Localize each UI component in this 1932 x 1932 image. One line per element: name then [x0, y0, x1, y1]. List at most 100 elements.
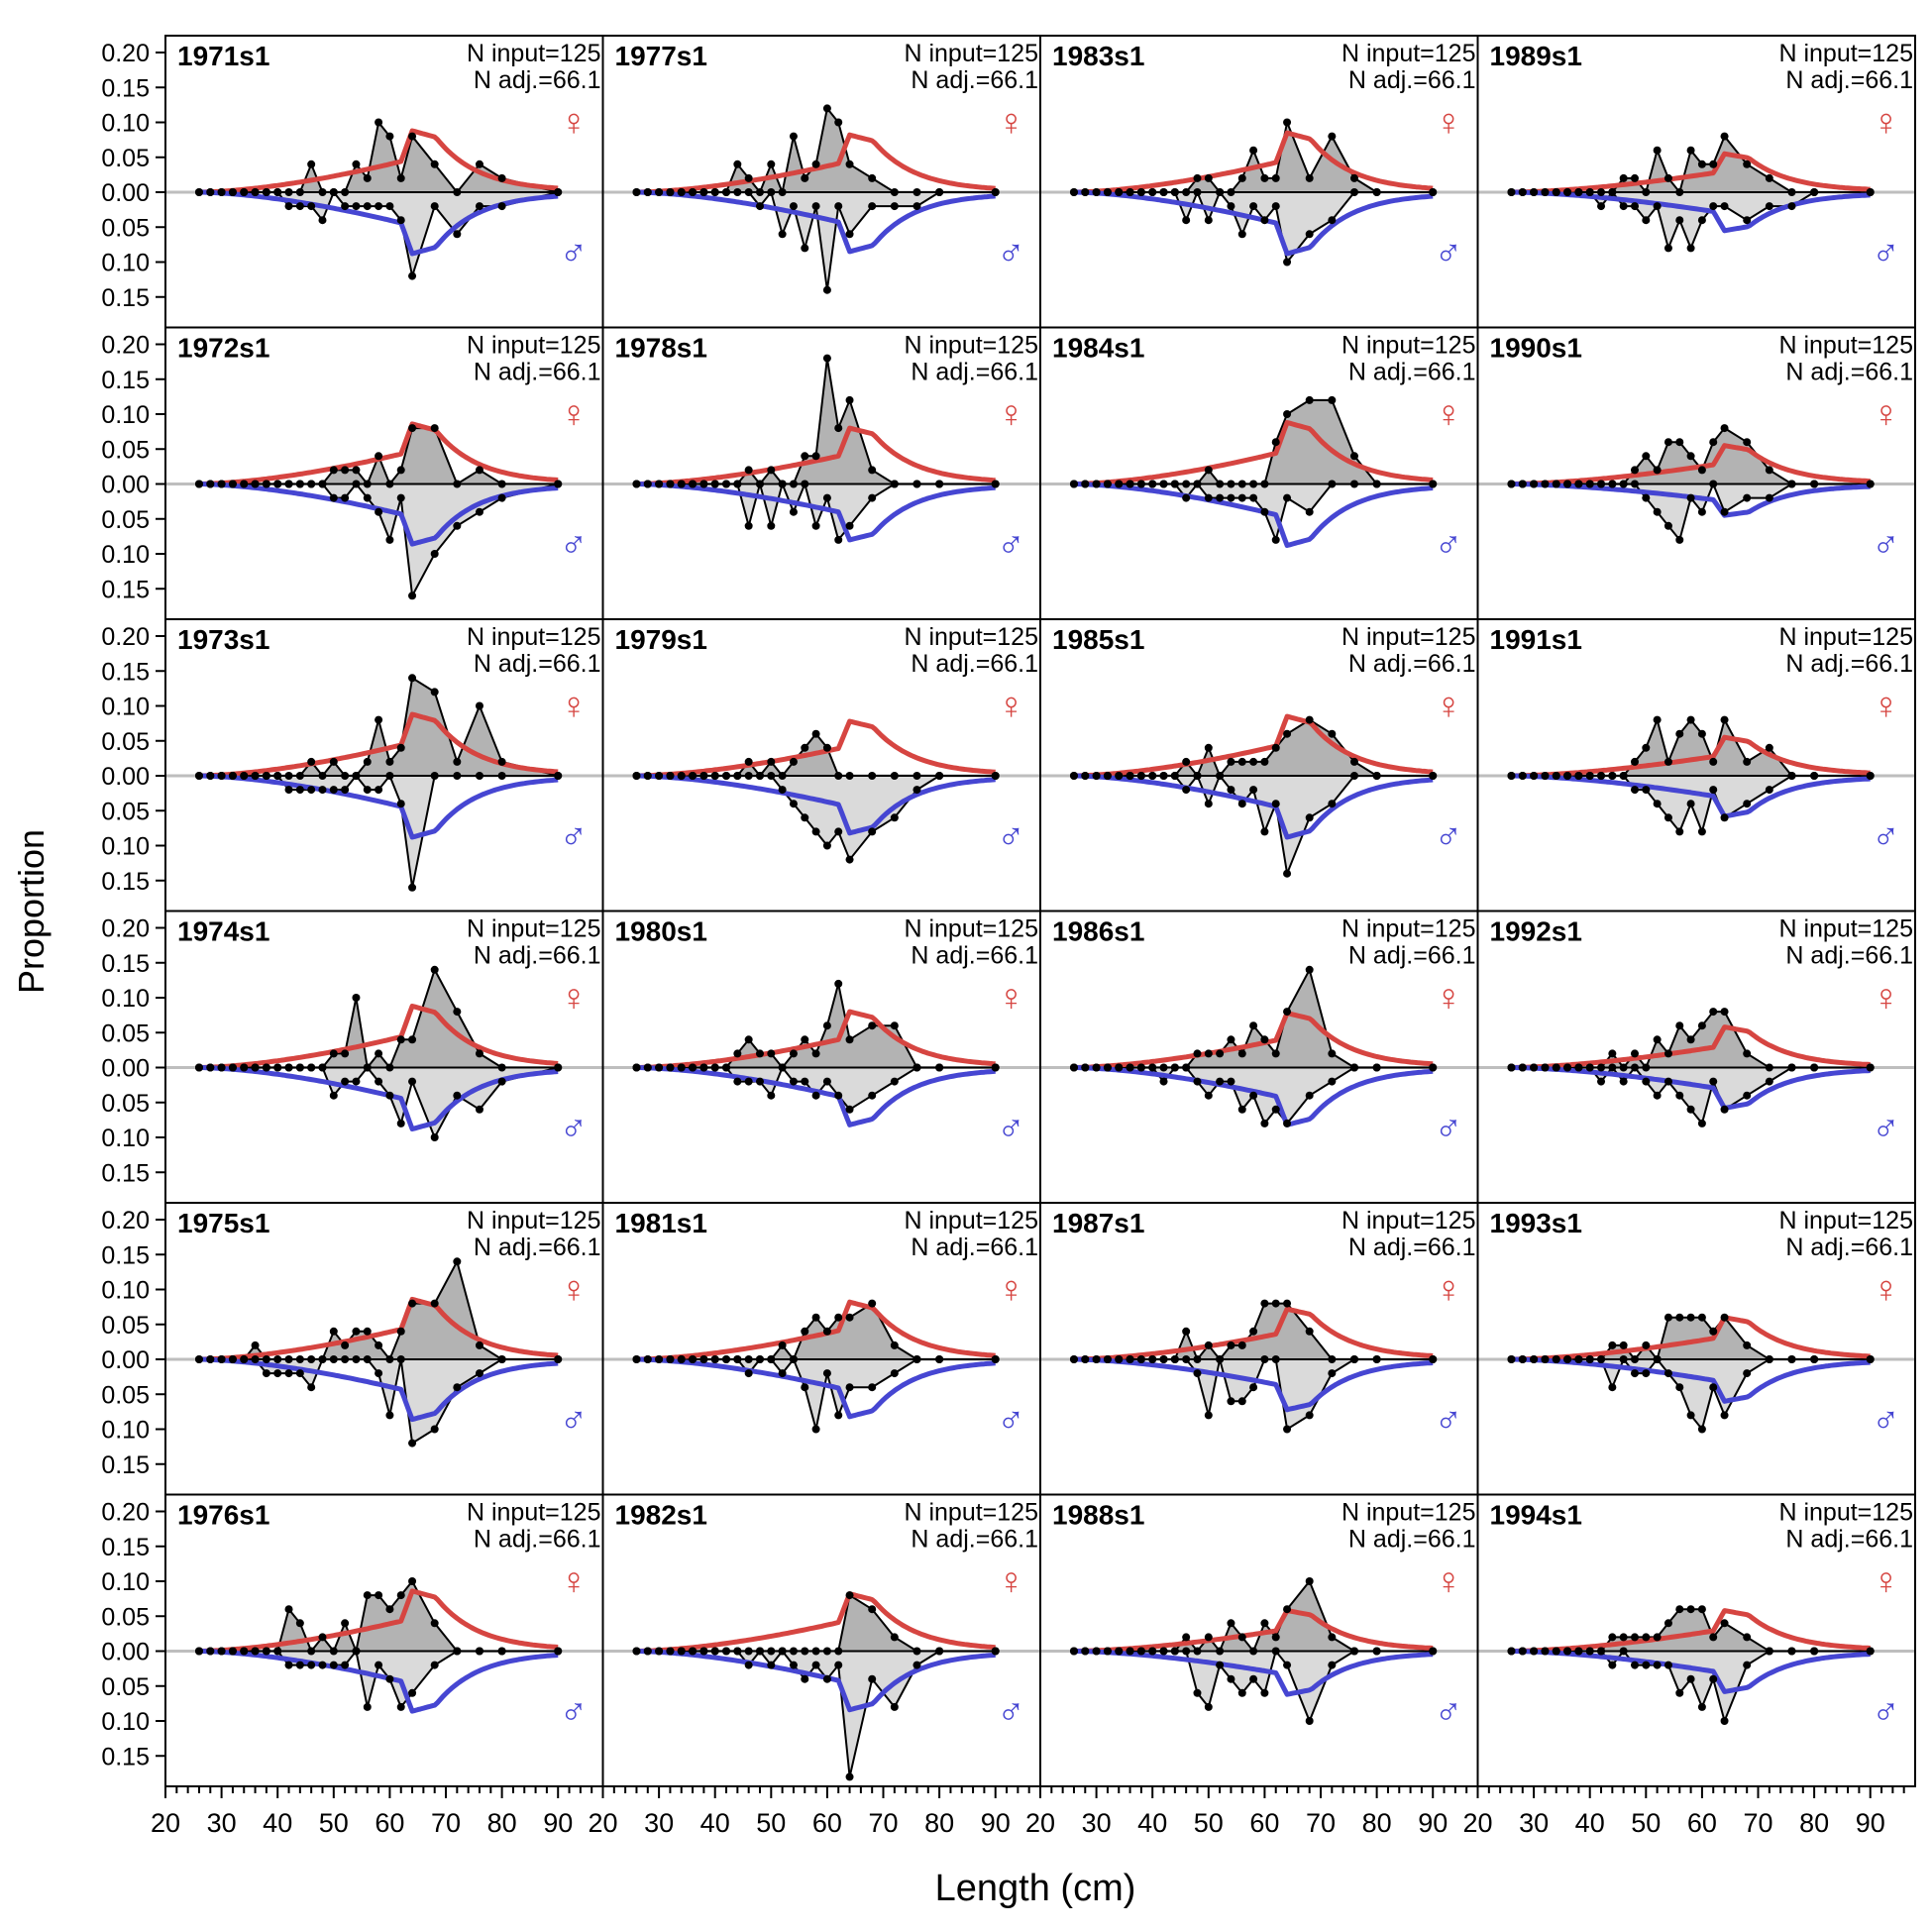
x-axis-title: Length (cm) — [935, 1868, 1136, 1909]
male-observed-point — [1237, 230, 1246, 239]
male-observed-point — [1159, 772, 1168, 780]
n-input-label: N input=125 — [467, 1499, 601, 1527]
male-observed-point — [284, 202, 293, 211]
female-observed-point — [890, 772, 899, 780]
male-observed-point — [385, 202, 394, 211]
male-observed-point — [1216, 1355, 1225, 1363]
male-observed-point — [1115, 188, 1124, 196]
female-expected-line — [199, 1296, 559, 1362]
male-observed-point — [689, 1063, 698, 1072]
male-expected-line — [199, 1356, 559, 1423]
male-observed-point — [1227, 1077, 1235, 1086]
male-observed-point — [801, 1383, 809, 1392]
male-observed-point — [1743, 216, 1752, 225]
female-observed-point — [834, 424, 843, 433]
male-observed-point — [1686, 800, 1695, 808]
male-observed-point — [341, 1077, 350, 1086]
male-observed-point — [655, 480, 664, 488]
female-observed-point — [1182, 480, 1191, 488]
female-observed-point — [755, 1049, 764, 1058]
male-observed-point — [385, 535, 394, 544]
x-tick-label: 80 — [1799, 1808, 1829, 1838]
male-observed-line — [636, 1649, 996, 1777]
n-adj-label: N adj.=66.1 — [1348, 359, 1476, 386]
female-observed-point — [1709, 1008, 1718, 1017]
male-observed-point — [1597, 202, 1606, 211]
y-tick-label: 0.10 — [101, 1277, 150, 1305]
male-observed-point — [1585, 480, 1594, 488]
male-observed-point — [1193, 1688, 1202, 1697]
male-observed-point — [1092, 772, 1101, 780]
male-observed-point — [935, 1063, 944, 1072]
female-observed-point — [329, 1647, 338, 1656]
panel-title: 1974s1 — [177, 916, 269, 947]
panel-title: 1993s1 — [1490, 1208, 1582, 1238]
male-observed-point — [778, 1647, 787, 1656]
male-observed-point — [1182, 1647, 1191, 1656]
panel-title: 1980s1 — [615, 916, 707, 947]
male-observed-point — [1328, 1369, 1337, 1378]
x-tick-label: 40 — [1137, 1808, 1167, 1838]
male-observed-point — [689, 188, 698, 196]
male-observed-point — [1743, 1091, 1752, 1100]
male-observed-point — [453, 230, 462, 239]
male-observed-point — [1743, 1369, 1752, 1378]
male-observed-point — [1608, 1661, 1617, 1669]
female-observed-point — [341, 1619, 350, 1628]
male-observed-point — [890, 813, 899, 822]
female-observed-point — [868, 1605, 877, 1614]
male-observed-point — [1619, 772, 1628, 780]
female-observed-point — [822, 104, 831, 113]
female-symbol: ♀ — [997, 394, 1025, 436]
female-observed-point — [1271, 1049, 1280, 1058]
female-observed-point — [801, 1327, 809, 1336]
male-observed-point — [1136, 480, 1145, 488]
male-observed-point — [722, 1355, 731, 1363]
panel-title: 1989s1 — [1490, 41, 1582, 71]
female-observed-point — [912, 772, 921, 780]
male-observed-point — [935, 188, 944, 196]
female-observed-point — [1328, 1355, 1337, 1363]
male-observed-point — [1866, 1647, 1875, 1656]
male-observed-point — [251, 188, 260, 196]
female-observed-fill — [636, 1303, 996, 1359]
male-observed-point — [1709, 480, 1718, 488]
female-observed-point — [1305, 715, 1314, 724]
male-observed-point — [1204, 1702, 1213, 1711]
male-observed-point — [1126, 772, 1134, 780]
male-observed-point — [1305, 1717, 1314, 1725]
male-observed-point — [217, 188, 226, 196]
male-observed-point — [251, 1063, 260, 1072]
male-observed-point — [217, 772, 226, 780]
male-observed-point — [318, 216, 327, 225]
male-observed-point — [1216, 1077, 1225, 1086]
n-input-label: N input=125 — [1342, 1499, 1476, 1527]
male-observed-point — [240, 1647, 249, 1656]
y-tick-label: 0.15 — [101, 367, 150, 394]
female-symbol: ♀ — [1872, 1561, 1900, 1603]
male-observed-point — [935, 1355, 944, 1363]
y-tick-label: 0.05 — [101, 214, 150, 242]
male-observed-point — [643, 1647, 652, 1656]
male-symbol: ♂ — [1435, 233, 1463, 274]
male-observed-point — [991, 1355, 1000, 1363]
male-observed-point — [1664, 1661, 1672, 1669]
male-observed-point — [1642, 1077, 1651, 1086]
y-tick-label: 0.10 — [101, 1125, 150, 1152]
male-observed-point — [733, 188, 742, 196]
female-observed-point — [1283, 118, 1292, 127]
male-observed-point — [341, 1661, 350, 1669]
male-observed-point — [1249, 1383, 1258, 1392]
n-input-label: N input=125 — [904, 332, 1038, 360]
male-observed-point — [318, 1661, 327, 1669]
female-observed-point — [1686, 1605, 1695, 1614]
male-observed-point — [1092, 1647, 1101, 1656]
male-symbol: ♂ — [1872, 1109, 1900, 1150]
female-observed-point — [475, 1049, 483, 1058]
male-observed-point — [273, 1647, 282, 1656]
male-observed-point — [1664, 244, 1672, 253]
male-observed-fill — [1073, 1359, 1434, 1430]
male-observed-point — [834, 827, 843, 836]
